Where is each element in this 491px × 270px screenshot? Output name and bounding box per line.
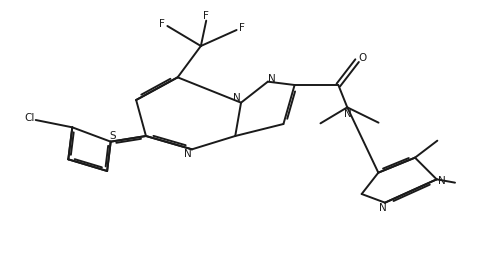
Text: N: N xyxy=(379,203,387,213)
Text: S: S xyxy=(109,131,116,141)
Text: N: N xyxy=(344,109,352,119)
Text: O: O xyxy=(358,53,366,63)
Text: F: F xyxy=(203,11,209,21)
Text: N: N xyxy=(268,74,275,84)
Text: Cl: Cl xyxy=(25,113,35,123)
Text: N: N xyxy=(233,93,241,103)
Text: N: N xyxy=(438,176,445,186)
Text: N: N xyxy=(184,149,192,159)
Text: F: F xyxy=(160,19,165,29)
Text: F: F xyxy=(239,23,245,33)
